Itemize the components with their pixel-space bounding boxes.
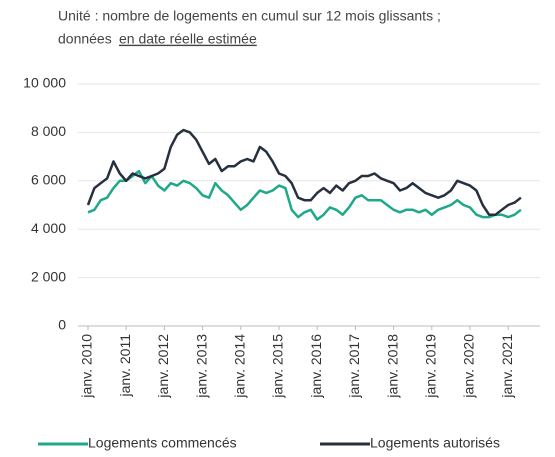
y-tick-label: 8 000	[31, 123, 66, 139]
legend-label: Logements commencés	[88, 435, 237, 451]
x-tick-label: janv. 2019	[423, 334, 439, 399]
y-tick-label: 0	[58, 317, 66, 333]
x-tick-label: janv. 2012	[155, 334, 171, 399]
x-tick-label: janv. 2021	[499, 334, 515, 399]
subtitle-line2: données	[58, 31, 112, 47]
x-tick-label: janv. 2015	[270, 334, 286, 399]
subtitle-link[interactable]: en date réelle estimée	[119, 31, 257, 47]
x-tick-label: janv. 2014	[232, 334, 248, 399]
y-tick-label: 2 000	[31, 268, 66, 284]
y-tick-label: 10 000	[23, 75, 66, 91]
x-tick-label: janv. 2013	[193, 334, 209, 399]
series-line	[87, 169, 522, 221]
series-line	[86, 128, 522, 216]
x-tick-label: janv. 2016	[308, 334, 324, 399]
y-tick-label: 4 000	[31, 220, 66, 236]
x-tick-label: janv. 2018	[384, 334, 400, 399]
x-tick-label: janv. 2017	[346, 334, 362, 399]
legend-label: Logements autorisés	[370, 435, 500, 451]
x-tick-label: janv. 2011	[117, 334, 133, 398]
subtitle: Unité : nombre de logements en cumul sur…	[58, 8, 441, 24]
x-tick-label: janv. 2010	[79, 334, 95, 399]
y-tick-label: 6 000	[31, 172, 66, 188]
x-tick-label: janv. 2020	[461, 334, 477, 399]
